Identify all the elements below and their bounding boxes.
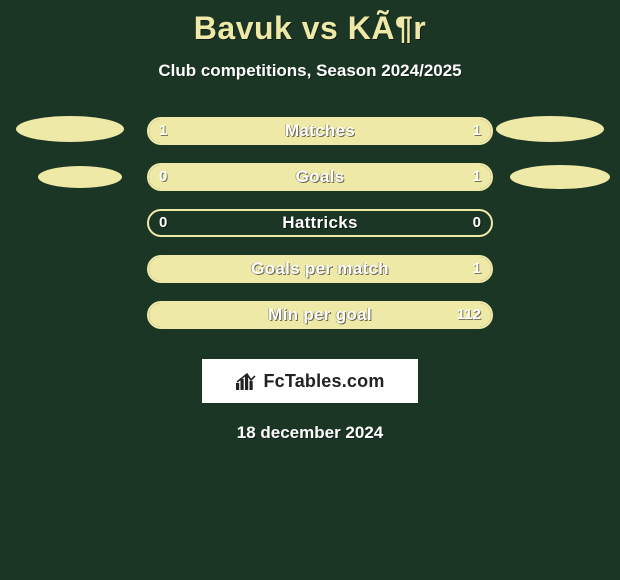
bar-label: Hattricks (149, 211, 491, 235)
stat-bar: 1Goals per match (147, 255, 493, 283)
stat-row: 01Goals (10, 163, 610, 191)
bar-label: Min per goal (149, 303, 491, 327)
brand-text: FcTables.com (263, 371, 384, 392)
stat-bar: 11Matches (147, 117, 493, 145)
stat-bar: 00Hattricks (147, 209, 493, 237)
left-ellipse (16, 116, 124, 142)
bar-label: Matches (149, 119, 491, 143)
subtitle: Club competitions, Season 2024/2025 (0, 61, 620, 81)
stat-row: 11Matches (10, 117, 610, 145)
stat-bar: 01Goals (147, 163, 493, 191)
left-ellipse (38, 166, 122, 188)
stat-row: 1Goals per match (10, 255, 610, 283)
bar-chart-icon (235, 371, 257, 391)
stat-rows: 11Matches 01Goals 00Hattricks 1Goals per ma… (0, 117, 620, 329)
date-label: 18 december 2024 (0, 423, 620, 443)
bar-label: Goals (149, 165, 491, 189)
right-ellipse (496, 116, 604, 142)
stat-bar: 112Min per goal (147, 301, 493, 329)
bar-label: Goals per match (149, 257, 491, 281)
stat-row: 112Min per goal (10, 301, 610, 329)
right-ellipse (510, 165, 610, 189)
comparison-widget: Bavuk vs KÃ¶r Club competitions, Season … (0, 0, 620, 580)
stat-row: 00Hattricks (10, 209, 610, 237)
brand-box[interactable]: FcTables.com (202, 359, 418, 403)
page-title: Bavuk vs KÃ¶r (0, 0, 620, 47)
